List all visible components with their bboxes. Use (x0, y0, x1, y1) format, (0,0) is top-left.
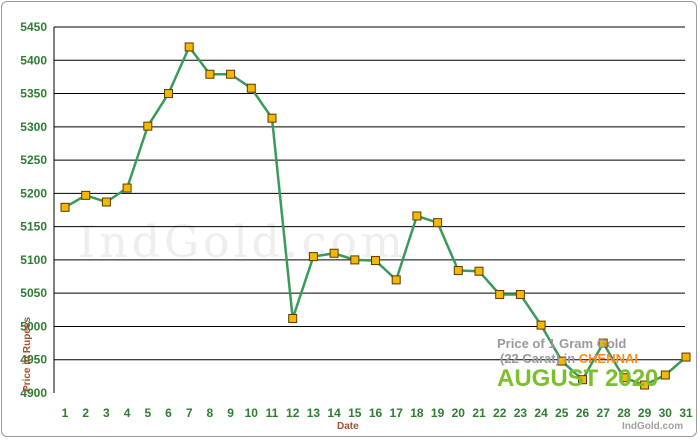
data-point-marker (433, 218, 443, 228)
y-tick-label: 4900 (20, 386, 47, 400)
x-tick-label: 2 (82, 406, 89, 420)
y-tick-label: 4950 (20, 353, 47, 367)
x-tick-label: 12 (286, 406, 300, 420)
y-tick-label: 5000 (20, 319, 47, 333)
y-tick-label: 5350 (20, 87, 47, 101)
x-tick-label: 29 (638, 406, 652, 420)
data-point-marker (308, 252, 318, 262)
y-tick-label: 5250 (20, 153, 47, 167)
data-point-marker (329, 248, 339, 258)
data-point-marker (81, 190, 91, 200)
x-tick-label: 20 (452, 406, 466, 420)
data-point-marker (598, 338, 608, 348)
x-tick-label: 6 (165, 406, 172, 420)
x-tick-label: 31 (679, 406, 693, 420)
badge-city: CHENNAI (579, 351, 638, 366)
x-tick-label: 27 (597, 406, 611, 420)
data-point-marker (536, 320, 546, 330)
data-point-marker (350, 255, 360, 265)
data-point-marker (474, 266, 484, 276)
y-tick-label: 5050 (20, 286, 47, 300)
footer-brand: IndGold.com (622, 421, 683, 432)
data-point-marker (267, 113, 277, 123)
x-tick-label: 7 (186, 406, 193, 420)
data-point-marker (391, 275, 401, 285)
data-point-marker (515, 290, 525, 300)
badge-month: AUGUST (497, 365, 599, 392)
badge-title: Price of 1 Gram Gold (497, 336, 626, 351)
series-line (64, 45, 687, 387)
data-point-marker (122, 183, 132, 193)
y-tick-label: 5200 (20, 186, 47, 200)
y-axis-title: Price in Rupees (22, 317, 33, 392)
data-point-marker (184, 42, 194, 52)
y-tick-label: 5450 (20, 20, 47, 34)
x-axis-title: Date (337, 421, 359, 432)
x-tick-label: 3 (103, 406, 110, 420)
y-tick-label: 5400 (20, 53, 47, 67)
x-tick-label: 25 (555, 406, 569, 420)
y-axis-ticks: 4900 4950 5000 5050 5100 5150 5200 5250 5300 5350… (20, 20, 47, 400)
data-point-marker (619, 373, 629, 383)
y-tick-label: 5150 (20, 220, 47, 234)
x-tick-label: 17 (390, 406, 404, 420)
badge-carat: (22 Carat) in (500, 351, 579, 366)
data-point-marker (288, 313, 298, 323)
data-point-marker (660, 370, 670, 380)
data-point-marker (681, 352, 691, 362)
x-tick-label: 28 (617, 406, 631, 420)
data-point-marker (495, 290, 505, 300)
data-point-marker (557, 356, 567, 366)
series-line-path (64, 45, 687, 387)
badge-year: 2020 (605, 365, 658, 392)
y-tick-label: 5300 (20, 120, 47, 134)
data-point-marker (205, 69, 215, 79)
x-tick-label: 24 (534, 406, 548, 420)
data-point-marker (246, 83, 256, 93)
data-point-marker (164, 89, 173, 99)
x-tick-label: 21 (472, 406, 486, 420)
x-tick-label: 4 (124, 406, 131, 420)
series-markers (60, 42, 691, 390)
x-tick-label: 13 (307, 406, 321, 420)
data-point-marker (371, 256, 380, 266)
chart-badge: Price of 1 Gram Gold (22 Carat) in CHENN… (497, 336, 658, 392)
x-tick-label: 11 (266, 406, 279, 420)
x-tick-label: 5 (144, 406, 151, 420)
x-tick-label: 1 (62, 406, 69, 420)
x-tick-label: 16 (369, 406, 383, 420)
data-point-marker (412, 211, 422, 221)
x-tick-label: 22 (493, 406, 507, 420)
x-tick-label: 9 (227, 406, 234, 420)
data-point-marker (453, 266, 463, 276)
x-tick-label: 15 (348, 406, 362, 420)
grid-lines (53, 26, 685, 393)
badge-subtitle: (22 Carat) in CHENNAI (500, 351, 638, 366)
y-tick-label: 5100 (20, 253, 47, 267)
x-tick-label: 18 (410, 406, 424, 420)
x-tick-label: 8 (207, 406, 214, 420)
x-tick-label: 23 (514, 406, 528, 420)
data-point-marker (226, 69, 236, 79)
data-point-marker (60, 202, 70, 212)
x-tick-label: 19 (431, 406, 445, 420)
data-point-marker (101, 197, 111, 207)
data-point-marker (143, 121, 153, 131)
x-tick-label: 30 (659, 406, 673, 420)
x-axis-ticks: 1 2 3 4 5 6 7 8 9 10 11 12 13 14 15 16 17 18 19 20 21 22 23 24 2… (62, 406, 693, 420)
x-tick-label: 10 (245, 406, 259, 420)
data-point-marker (578, 375, 587, 385)
x-tick-label: 14 (327, 406, 341, 420)
x-tick-label: 26 (576, 406, 590, 420)
data-point-marker (640, 380, 650, 390)
